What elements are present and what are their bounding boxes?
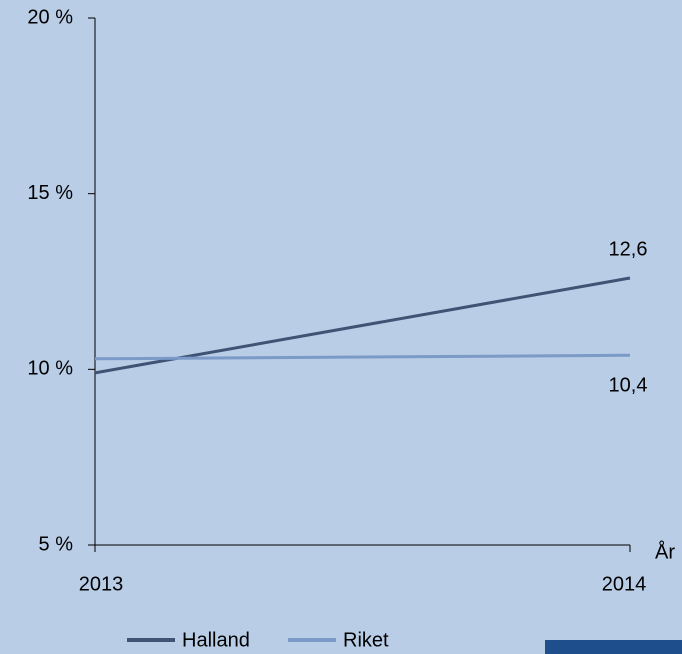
y-tick-label: 5 % — [39, 533, 74, 555]
y-tick-label: 15 % — [27, 182, 73, 204]
legend-label: Halland — [182, 629, 250, 651]
y-tick-label: 20 % — [27, 6, 73, 28]
x-tick-label: 2013 — [79, 573, 124, 595]
series-line — [94, 353, 631, 361]
x-axis-label: År — [655, 540, 675, 563]
legend-label: Riket — [343, 629, 389, 651]
decor-bar — [545, 640, 682, 654]
value-label: 10,4 — [609, 375, 648, 397]
value-label: 12,6 — [609, 238, 648, 260]
y-tick-label: 10 % — [27, 358, 73, 380]
x-tick-label: 2014 — [602, 573, 647, 595]
